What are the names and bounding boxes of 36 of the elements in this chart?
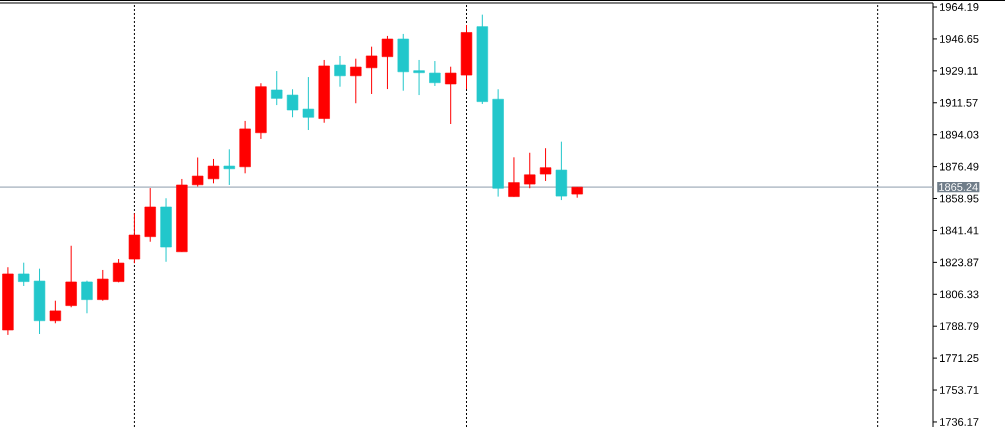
candlestick — [429, 60, 441, 87]
y-tick-label: 1736.17 — [940, 418, 979, 426]
candlestick — [49, 300, 62, 324]
y-tick-label: 1806.33 — [940, 290, 979, 299]
candlestick — [81, 280, 93, 314]
candlestick — [445, 66, 457, 125]
candlestick — [97, 269, 109, 302]
y-tick-label: 1823.87 — [940, 258, 979, 267]
candlestick — [271, 70, 283, 106]
candlestick — [413, 59, 425, 96]
y-tick-label: 1753.71 — [940, 386, 979, 394]
candlestick — [286, 88, 299, 118]
candlestick — [539, 147, 552, 182]
y-tick-label: 1964.19 — [940, 3, 979, 11]
candlestick — [365, 46, 378, 95]
ref-line-label: 1865.24 — [939, 183, 978, 191]
y-tick-label: 1946.65 — [940, 35, 979, 43]
candlestick — [223, 148, 235, 186]
y-tick-label: 1876.49 — [940, 162, 979, 171]
candlestick — [524, 152, 536, 189]
candlestick — [207, 158, 220, 184]
candlestick — [350, 58, 362, 104]
candlestick — [65, 245, 77, 308]
candlestick — [302, 76, 315, 131]
candlestick — [508, 156, 520, 198]
candlestick — [381, 35, 394, 90]
y-tick-label: 1841.41 — [940, 226, 979, 235]
candlestick — [18, 262, 30, 287]
y-tick-label: 1788.79 — [940, 322, 979, 331]
y-tick-label: 1771.25 — [940, 354, 979, 363]
y-tick-label: 1929.11 — [940, 66, 978, 75]
candlestick — [191, 156, 204, 188]
candlestick — [334, 55, 346, 88]
y-tick-label: 1894.03 — [940, 130, 979, 139]
y-tick-label: 1858.95 — [940, 194, 979, 203]
y-tick-label: 1911.57 — [940, 98, 978, 107]
